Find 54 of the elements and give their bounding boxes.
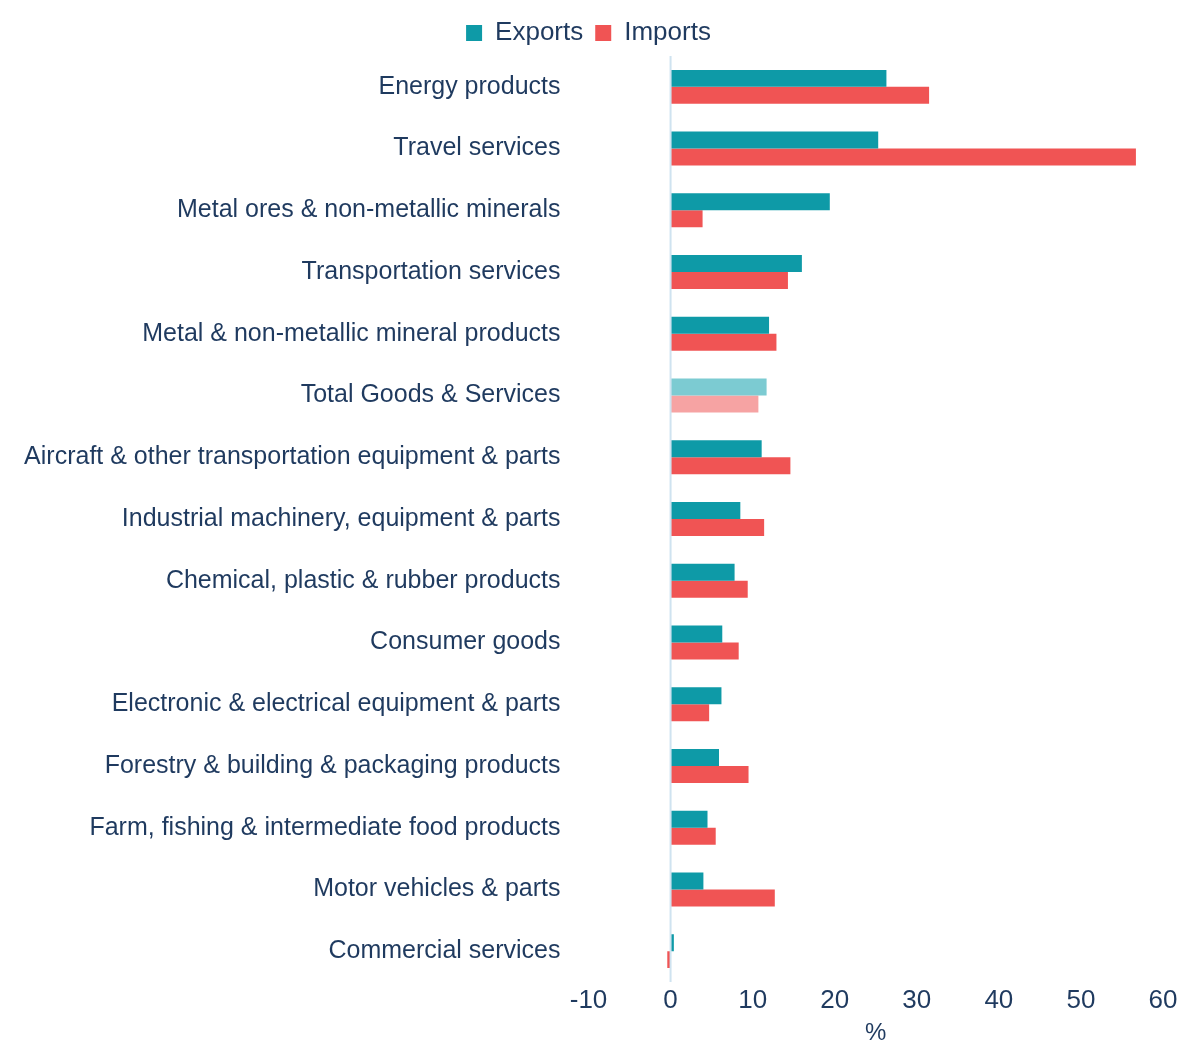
y-tick-label: Industrial machinery, equipment & parts <box>121 502 561 531</box>
bar <box>670 148 1136 166</box>
bar <box>670 440 762 458</box>
bar <box>670 193 830 211</box>
y-tick-label: Metal ores & non-metallic minerals <box>177 194 561 223</box>
legend-label: Imports <box>624 16 711 47</box>
bar <box>670 131 879 149</box>
y-tick-label: Travel services <box>393 132 561 161</box>
y-tick-label: Motor vehicles & parts <box>313 873 561 902</box>
bar <box>670 642 739 660</box>
y-tick-label: Metal & non-metallic mineral products <box>142 317 561 346</box>
bar <box>670 86 930 104</box>
bar <box>670 316 770 334</box>
x-tick-label: -10 <box>569 983 608 1014</box>
bar <box>670 687 722 705</box>
y-tick-label: Energy products <box>378 70 561 99</box>
bar <box>670 810 708 828</box>
y-tick-label: Electronic & electrical equipment & parts <box>111 688 561 717</box>
bar <box>670 827 716 845</box>
bar <box>670 748 719 766</box>
x-tick-label: 30 <box>902 983 932 1014</box>
bar <box>670 333 777 351</box>
bar <box>670 378 767 396</box>
bar <box>670 457 791 475</box>
x-axis-title: % <box>865 1018 887 1046</box>
x-tick-label: 0 <box>663 983 678 1014</box>
y-tick-label: Forestry & building & packaging products <box>104 749 561 778</box>
bar <box>670 872 704 890</box>
y-tick-label: Farm, fishing & intermediate food products <box>89 811 561 840</box>
y-tick-label: Consumer goods <box>370 626 561 655</box>
y-tick-label: Transportation services <box>301 255 561 284</box>
x-tick-label: 60 <box>1148 983 1178 1014</box>
bar <box>670 563 735 581</box>
y-tick-label: Commercial services <box>328 935 561 964</box>
y-tick-label: Aircraft & other transportation equipment & parts <box>24 441 561 470</box>
bar <box>670 255 802 273</box>
bar <box>670 519 765 536</box>
y-tick-label: Total Goods & Services <box>300 379 561 408</box>
x-tick-label: 10 <box>738 983 768 1014</box>
bar <box>670 502 741 519</box>
legend-label: Exports <box>495 16 584 47</box>
bar <box>670 625 723 643</box>
bar <box>670 580 748 598</box>
bar <box>670 69 887 87</box>
x-tick-label: 20 <box>820 983 850 1014</box>
x-tick-label: 50 <box>1066 983 1096 1014</box>
bar <box>670 210 703 228</box>
bar <box>670 272 788 290</box>
x-tick-label: 40 <box>984 983 1014 1014</box>
y-tick-label: Chemical, plastic & rubber products <box>165 564 561 593</box>
bar <box>670 889 775 907</box>
bar <box>670 704 710 722</box>
bar <box>670 765 749 783</box>
bar <box>670 395 759 413</box>
